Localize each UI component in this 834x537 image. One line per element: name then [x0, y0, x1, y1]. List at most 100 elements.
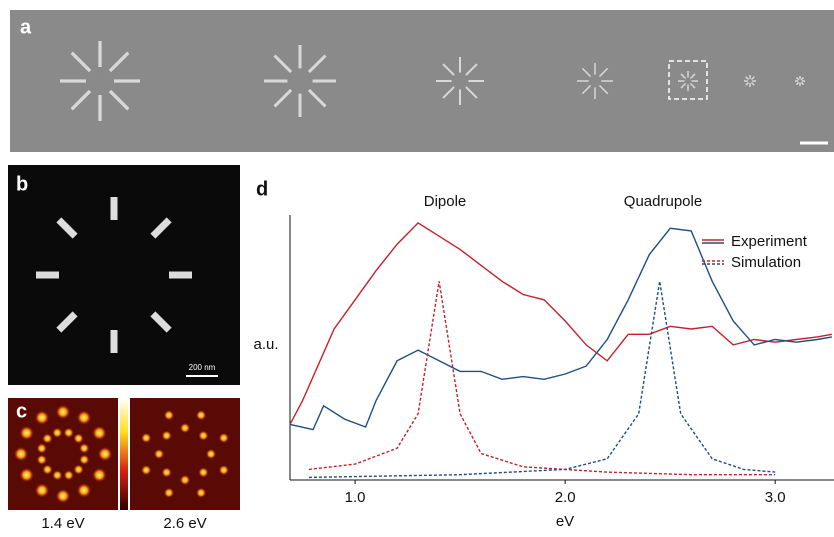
hot-spot — [141, 432, 152, 443]
hot-spot — [163, 487, 174, 498]
nanorod — [800, 76, 805, 81]
hot-spot — [36, 454, 47, 465]
series-line — [308, 281, 776, 479]
hot-spot — [19, 468, 34, 482]
hot-spot — [35, 410, 49, 425]
nanorod — [273, 88, 293, 108]
nanorod — [465, 63, 478, 76]
nanorod — [689, 82, 696, 89]
hot-spot — [218, 432, 229, 443]
panel-d: d Dipole Quadrupole a.u. eV 1.0 2.0 3.0 Exp… — [253, 178, 834, 530]
hot-spot — [79, 443, 90, 454]
nanorod — [70, 51, 92, 73]
hot-spot — [198, 467, 209, 478]
nanorod — [750, 76, 755, 81]
hot-spot — [77, 410, 91, 425]
panel-b: 200 nm × b — [8, 165, 240, 385]
nanorod — [56, 217, 78, 239]
nanorod — [598, 84, 609, 95]
hot-spot — [218, 465, 229, 476]
hot-spot — [92, 426, 107, 440]
hot-spot — [56, 489, 70, 503]
hot-spot — [52, 470, 63, 481]
nanorod — [442, 86, 455, 99]
hot-spot — [180, 475, 190, 485]
panel-label: a — [20, 16, 32, 38]
nanorod — [108, 89, 130, 111]
nanorod — [689, 73, 696, 80]
hot-spot — [19, 426, 34, 440]
hot-spot — [196, 487, 207, 498]
hot-spot — [56, 405, 70, 419]
hot-spot — [63, 470, 74, 481]
hot-spot — [161, 467, 172, 478]
image-label: 2.6 eV — [163, 515, 206, 532]
annotation: Quadrupole — [624, 193, 702, 210]
nanorod — [581, 84, 592, 95]
nanorod — [680, 82, 687, 89]
hot-spot — [141, 465, 152, 476]
image-label: 1.4 eV — [41, 515, 84, 532]
nanorod — [108, 51, 130, 73]
hot-spot — [92, 468, 107, 482]
nanorod — [680, 73, 687, 80]
nanorod — [795, 81, 800, 86]
hot-spot — [42, 464, 53, 475]
hot-spot — [154, 449, 164, 459]
nanorod — [745, 76, 750, 81]
legend-label: Simulation — [731, 254, 801, 271]
nanorod — [150, 217, 172, 239]
x-tick-label: 3.0 — [765, 489, 786, 506]
nanorod — [795, 76, 800, 81]
series-line — [308, 281, 776, 476]
y-axis-label: a.u. — [253, 336, 278, 353]
x-tick-label: 2.0 — [555, 489, 576, 506]
highlight-box — [668, 60, 708, 100]
hot-spot — [63, 427, 74, 438]
panel-label: d — [256, 178, 268, 200]
nanorod — [273, 54, 293, 74]
hot-spot — [206, 449, 216, 459]
nanorod — [56, 311, 78, 333]
panel-label: c — [16, 400, 27, 422]
panel-a: a — [10, 10, 834, 152]
nanorod — [150, 311, 172, 333]
hot-spot — [198, 430, 209, 441]
nanorod — [465, 86, 478, 99]
map-image — [130, 398, 240, 510]
hot-spot — [180, 423, 190, 433]
panel-label: b — [16, 173, 28, 195]
series-line — [289, 222, 833, 425]
hot-spot — [98, 447, 112, 461]
nanorod — [800, 81, 805, 86]
hot-spot — [196, 410, 207, 421]
colorbar — [120, 398, 128, 510]
x-tick-label: 1.0 — [345, 489, 366, 506]
nanorod — [598, 67, 609, 78]
nanorod — [307, 88, 327, 108]
hot-spot — [73, 464, 84, 475]
nanorod — [581, 67, 592, 78]
legend-label: Experiment — [731, 233, 808, 250]
nanorod — [745, 81, 750, 86]
panel-c: 1.4 eV 2.6 eV c — [8, 398, 240, 532]
hot-spot — [73, 433, 84, 444]
x-axis-label: eV — [556, 513, 574, 530]
hot-spot — [163, 410, 174, 421]
hot-spot — [77, 483, 91, 498]
nanorod — [750, 81, 755, 86]
hot-spot — [36, 443, 47, 454]
series-line — [289, 227, 833, 431]
hot-spot — [35, 483, 49, 498]
hot-spot — [42, 433, 53, 444]
nanorod — [442, 63, 455, 76]
hot-spot — [52, 427, 63, 438]
hot-spot — [161, 430, 172, 441]
hot-spot — [14, 447, 28, 461]
annotation: Dipole — [424, 193, 467, 210]
hot-spot — [79, 454, 90, 465]
nanorod — [307, 54, 327, 74]
scale-label: 200 nm — [189, 363, 216, 372]
nanorod — [70, 89, 92, 111]
